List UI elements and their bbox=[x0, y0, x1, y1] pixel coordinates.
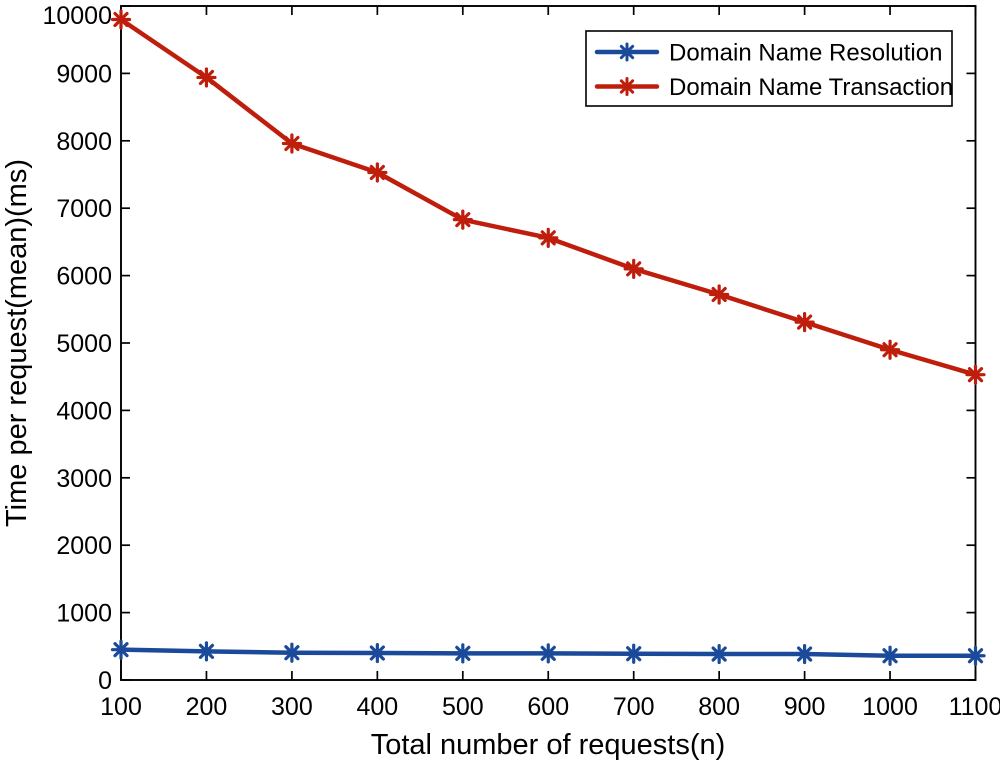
asterisk-marker bbox=[709, 643, 730, 665]
asterisk-marker bbox=[794, 312, 815, 333]
x-tick-label: 900 bbox=[784, 693, 826, 721]
plot-area bbox=[120, 5, 977, 681]
asterisk-marker bbox=[617, 42, 637, 62]
y-tick-label: 5000 bbox=[56, 330, 112, 358]
x-tick-label: 600 bbox=[527, 693, 569, 721]
series-layer bbox=[110, 9, 986, 666]
axis-ticks bbox=[120, 5, 977, 681]
asterisk-marker bbox=[538, 227, 559, 248]
asterisk-marker bbox=[965, 645, 986, 666]
y-tick-labels: 0 1000 2000 3000 4000 5000 6000 7000 8000 9000 100… bbox=[42, 2, 112, 695]
x-tick-label: 1100 bbox=[949, 693, 1000, 721]
legend-label: Domain Name Resolution bbox=[669, 40, 942, 67]
y-tick-label: 1000 bbox=[56, 600, 112, 628]
y-tick-label: 0 bbox=[98, 667, 112, 695]
x-tick-labels: 100 200 300 400 500 600 700 800 900 1000 1100 bbox=[100, 693, 1000, 721]
y-tick-label: 2000 bbox=[56, 532, 112, 560]
y-tick-label: 10000 bbox=[42, 2, 112, 30]
x-tick-label: 400 bbox=[356, 693, 398, 721]
asterisk-marker bbox=[281, 133, 302, 154]
y-tick-label: 8000 bbox=[56, 128, 112, 156]
legend-item: Domain Name Resolution bbox=[594, 40, 942, 67]
asterisk-marker bbox=[623, 258, 644, 279]
x-axis-title: Total number of requests(n) bbox=[371, 729, 726, 761]
asterisk-marker bbox=[879, 339, 901, 360]
x-tick-label: 200 bbox=[186, 693, 228, 721]
asterisk-marker bbox=[879, 645, 901, 666]
legend-item: Domain Name Transaction bbox=[594, 74, 953, 101]
asterisk-marker bbox=[452, 209, 473, 230]
x-tick-label: 300 bbox=[271, 693, 313, 721]
x-tick-label: 800 bbox=[698, 693, 740, 721]
asterisk-marker bbox=[110, 9, 132, 30]
y-tick-label: 7000 bbox=[56, 195, 112, 223]
x-tick-label: 500 bbox=[442, 693, 484, 721]
y-tick-label: 9000 bbox=[56, 60, 112, 88]
y-axis-title: Time per request(mean)(ms) bbox=[1, 159, 33, 527]
legend-label: Domain Name Transaction bbox=[669, 74, 953, 101]
asterisk-marker bbox=[538, 643, 559, 664]
asterisk-marker bbox=[196, 67, 217, 88]
y-tick-label: 4000 bbox=[56, 397, 112, 425]
asterisk-marker bbox=[617, 77, 637, 96]
asterisk-marker bbox=[281, 642, 302, 663]
axes-frame bbox=[120, 5, 977, 681]
legend-border bbox=[585, 30, 953, 107]
asterisk-marker bbox=[367, 642, 388, 664]
x-tick-label: 100 bbox=[100, 693, 142, 721]
asterisk-marker bbox=[623, 643, 644, 664]
asterisk-marker bbox=[452, 643, 473, 664]
asterisk-marker bbox=[110, 639, 132, 660]
asterisk-marker bbox=[965, 364, 986, 385]
y-tick-label: 6000 bbox=[56, 263, 112, 291]
asterisk-marker bbox=[367, 162, 388, 183]
y-tick-label: 3000 bbox=[56, 465, 112, 493]
legend: Domain Name Resolution Domain Name Transa… bbox=[585, 30, 953, 107]
asterisk-marker bbox=[794, 643, 815, 665]
x-tick-label: 700 bbox=[613, 693, 655, 721]
x-tick-label: 1000 bbox=[862, 693, 918, 721]
asterisk-marker bbox=[196, 641, 217, 662]
asterisk-marker bbox=[709, 284, 730, 305]
